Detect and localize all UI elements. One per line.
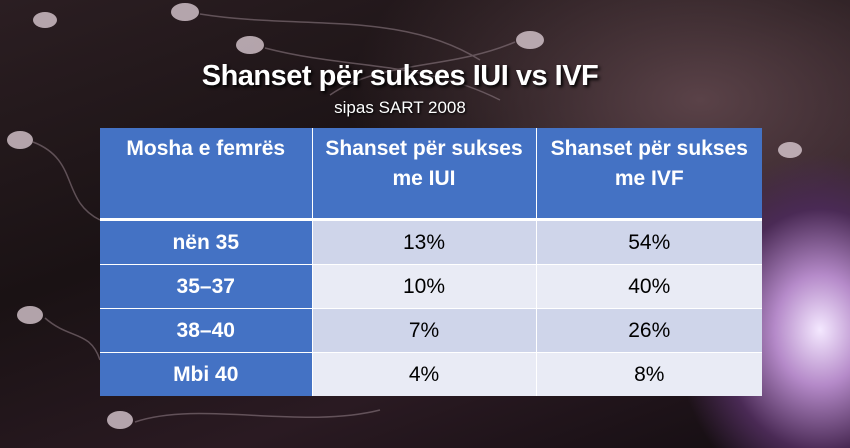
column-header: Shanset për sukses me IUI (311, 128, 536, 221)
title: Shanset për sukses IUI vs IVF (201, 60, 599, 92)
table-cell: 4% (311, 352, 536, 396)
header-row: Mosha e femrës Shanset për sukses me IUI S… (100, 128, 762, 221)
table-row: 35–37 10% 40% (100, 264, 762, 309)
table-cell: 54% (535, 219, 762, 265)
row-header: 35–37 (100, 264, 312, 309)
table-cell: 40% (535, 264, 762, 309)
table-row: Mbi 40 4% 8% (100, 352, 762, 396)
table-cell: 10% (311, 264, 536, 309)
table-cell: 13% (311, 219, 536, 265)
subtitle: sipas SART 2008 (334, 98, 466, 117)
table-row: nën 35 13% 54% (100, 219, 762, 265)
table-cell: 8% (535, 352, 762, 396)
table: Mosha e femrës Shanset për sukses me IUI S… (100, 128, 762, 396)
table-cell: 7% (311, 308, 536, 353)
table-cell: 26% (535, 308, 762, 353)
table-row: 38–40 7% 26% (100, 308, 762, 353)
decoration (32, 13, 516, 423)
row-header: Mbi 40 (100, 352, 312, 396)
table-body: nën 35 13% 54% 35–37 10% 40% 38–40 7% 26% Mbi 40 4… (100, 219, 762, 396)
row-header: nën 35 (100, 219, 312, 265)
column-header: Mosha e femrës (100, 128, 312, 221)
row-header: 38–40 (100, 308, 312, 353)
column-header: Shanset për sukses me IVF (535, 128, 762, 221)
